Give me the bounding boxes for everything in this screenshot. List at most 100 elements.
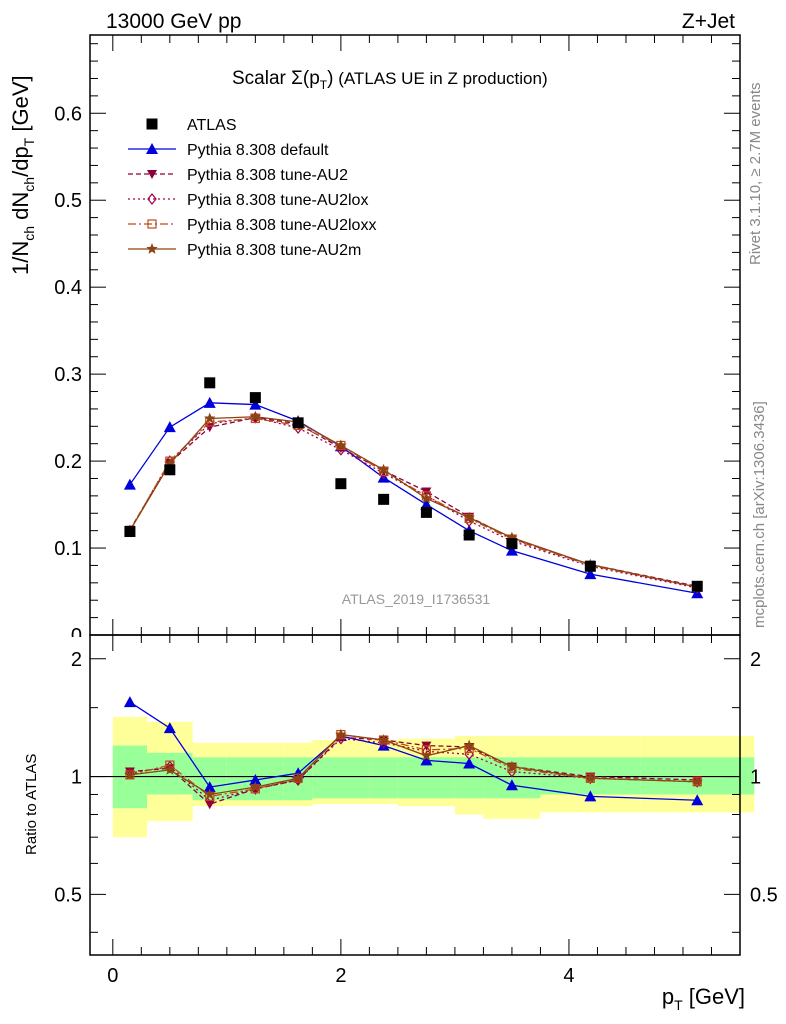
- series-line-AU2lox: [129, 416, 698, 589]
- ratio-point-AU2m: [463, 739, 475, 751]
- point-ATLAS: [584, 560, 596, 572]
- ratio-point-AU2m: [124, 768, 136, 780]
- ratio-y-tick-label-right: 1: [750, 767, 761, 789]
- main-y-tick-label: 0.3: [54, 364, 82, 386]
- point-default: [249, 398, 262, 410]
- ratio-band-inner: [147, 752, 193, 795]
- point-default: [420, 498, 433, 510]
- ratio-point-default: [691, 794, 704, 806]
- ratio-y-tick-label-right: 2: [750, 649, 761, 671]
- point-AU2m: [249, 410, 262, 422]
- point-AU2m: [204, 412, 216, 424]
- main-y-tick-label: 0.5: [54, 190, 82, 212]
- ratio-point-default: [420, 754, 433, 766]
- ratio-point-default: [505, 779, 518, 791]
- x-tick-label: 4: [563, 965, 574, 987]
- ratio-point-AU2m: [164, 763, 176, 775]
- series-line-AU2m: [129, 416, 698, 588]
- legend-marker-ATLAS: [146, 118, 158, 130]
- ratio-band-inner: [312, 757, 370, 799]
- main-y-tick-label: 0.2: [54, 451, 82, 473]
- point-AU2m: [335, 439, 347, 451]
- mcplots-reference-label: mcplots.cern.ch [arXiv:1306.3436]: [751, 401, 768, 628]
- point-AU2m: [420, 492, 433, 504]
- ratio-y-tick-label: 2: [71, 649, 82, 671]
- point-ATLAS: [335, 478, 347, 490]
- ratio-point-default: [163, 722, 176, 734]
- ratio-line-AU2loxx: [129, 733, 698, 798]
- ratio-point-AU2m: [584, 772, 596, 784]
- point-ATLAS: [691, 580, 703, 592]
- legend-marker-AU2: [147, 170, 157, 179]
- series-line-default: [129, 402, 698, 594]
- ratio-point-default: [203, 781, 216, 793]
- ratio-band-inner: [369, 757, 398, 799]
- ratio-line-AU2lox: [129, 737, 698, 801]
- legend-label-AU2loxx: Pythia 8.308 tune-AU2loxx: [187, 217, 376, 234]
- title-paren-close: ): [327, 68, 333, 89]
- main-y-tick-label-zero: 0: [71, 625, 82, 647]
- ratio-point-default: [584, 790, 597, 802]
- ratio-line-default: [129, 701, 698, 801]
- title-paren-open: (p: [303, 68, 320, 89]
- ratio-y-tick-label-right: 0.5: [750, 884, 778, 906]
- axis-ticks: 0.10.20.30.40.50.600 2 40.5 0.51 12 2: [54, 35, 778, 987]
- ratio-point-AU2lox: [125, 767, 135, 780]
- point-ATLAS: [292, 417, 304, 429]
- main-y-tick-label: 0.4: [54, 277, 82, 299]
- series-line-AU2loxx: [129, 417, 698, 588]
- ratio-panel-frame: [89, 634, 741, 956]
- ratio-point-AU2m: [335, 728, 347, 740]
- plot-title: Scalar Σ(pT) (ATLAS UE in Z production): [232, 68, 548, 92]
- main-y-axis-label: 1/Nch dNch/dpT [GeV]: [8, 75, 37, 275]
- point-ATLAS: [204, 377, 216, 389]
- legend-label-default: Pythia 8.308 default: [187, 142, 329, 159]
- legend-label-ATLAS: ATLAS: [187, 117, 237, 134]
- point-ATLAS: [420, 506, 432, 518]
- ratio-y-tick-label: 0.5: [54, 884, 82, 906]
- point-AU2m: [377, 463, 390, 475]
- point-default: [584, 568, 597, 580]
- legend-marker-default: [146, 143, 158, 154]
- ratio-point-AU2m: [420, 749, 433, 761]
- x-axis-label: pT [GeV]: [662, 984, 745, 1013]
- ratio-point-AU2m: [691, 775, 703, 787]
- point-default: [123, 478, 136, 490]
- point-ATLAS: [378, 493, 390, 505]
- ratio-point-AU2m: [204, 788, 216, 800]
- point-ATLAS: [463, 529, 475, 541]
- x-tick-label: 2: [335, 965, 346, 987]
- ratio-point-default: [377, 739, 390, 751]
- legend-marker-AU2m: [146, 243, 158, 254]
- ratio-point-default: [463, 757, 476, 769]
- analysis-watermark: ATLAS_2019_I1736531: [342, 591, 491, 607]
- point-default: [163, 421, 176, 433]
- ratio-y-tick-label: 1: [71, 767, 82, 789]
- legend-marker-AU2lox: [147, 193, 157, 205]
- ratio-point-AU2m: [506, 760, 518, 772]
- collision-energy-label: 13000 GeV pp: [106, 10, 241, 33]
- x-tick-label: 0: [107, 965, 118, 987]
- ratio-series-layer: [123, 696, 704, 810]
- title-sub: T: [320, 78, 328, 92]
- point-ATLAS: [249, 392, 261, 404]
- title-suffix: (ATLAS UE in Z production): [333, 69, 547, 88]
- ratio-point-default: [123, 696, 136, 708]
- ratio-point-default: [249, 773, 262, 785]
- ratio-point-AU2m: [292, 772, 304, 784]
- main-y-tick-label: 0.1: [54, 538, 82, 560]
- rivet-version-label: Rivet 3.1.10, ≥ 2.7M events: [747, 83, 764, 266]
- series-line-AU2: [129, 416, 698, 587]
- title-sigma: Σ: [291, 68, 303, 89]
- ratio-point-AU2m: [377, 734, 390, 745]
- point-default: [505, 544, 518, 556]
- ratio-line-AU2m: [129, 733, 698, 796]
- legend: ATLAS Pythia 8.308 default Pythia 8.308 tu…: [128, 117, 376, 259]
- process-label: Z+Jet: [682, 10, 735, 33]
- point-ATLAS: [124, 526, 136, 538]
- point-ATLAS: [164, 464, 176, 476]
- ratio-point-AU2m: [249, 781, 262, 792]
- title-prefix: Scalar: [232, 68, 291, 89]
- main-series-layer: [123, 377, 704, 599]
